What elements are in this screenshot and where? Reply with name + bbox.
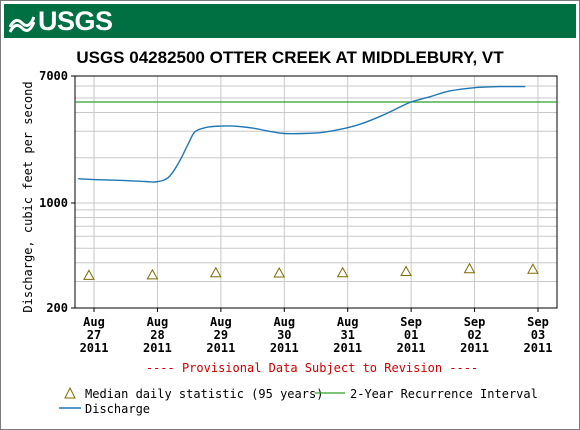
x-tick-label: 2011 <box>270 341 299 355</box>
chart-title: USGS 04282500 OTTER CREEK AT MIDDLEBURY,… <box>76 48 504 67</box>
plot-area <box>74 75 558 309</box>
provisional-note: ---- Provisional Data Subject to Revisio… <box>146 361 478 375</box>
x-tick-labels: Aug272011Aug282011Aug292011Aug302011Aug3… <box>80 308 553 355</box>
x-tick-label: Aug <box>210 315 232 329</box>
x-tick-label: 29 <box>214 328 228 342</box>
legend: Median daily statistic (95 years) 2-Year… <box>59 386 538 416</box>
x-tick-label: Aug <box>147 315 169 329</box>
x-tick-label: 2011 <box>397 341 426 355</box>
grid <box>75 76 557 308</box>
y-tick-label: 1000 <box>39 196 68 210</box>
x-tick-label: 2011 <box>80 341 109 355</box>
median-point <box>336 266 349 278</box>
usgs-banner: USGS <box>4 4 576 38</box>
x-tick-label: 2011 <box>333 341 362 355</box>
x-tick-label: 27 <box>87 328 101 342</box>
x-tick-label: 2011 <box>206 341 235 355</box>
y-tick-label: 7000 <box>39 69 68 83</box>
legend-recurrence-label: 2-Year Recurrence Interval <box>350 387 538 401</box>
median-point <box>400 265 412 276</box>
x-tick-label: 03 <box>531 328 545 342</box>
usgs-logo-icon <box>9 16 35 33</box>
legend-median-triangle-icon <box>64 386 76 399</box>
median-point <box>463 262 476 274</box>
x-tick-label: Aug <box>273 315 295 329</box>
usgs-logo-text: USGS <box>38 6 113 36</box>
legend-median-label: Median daily statistic (95 years) <box>85 387 323 401</box>
y-tick-labels: 200 1000 7000 <box>39 69 75 315</box>
legend-discharge-label: Discharge <box>85 402 150 416</box>
y-tick-label: 200 <box>46 301 68 315</box>
discharge-layer <box>78 85 526 183</box>
x-tick-label: 30 <box>277 328 291 342</box>
median-point <box>83 269 95 280</box>
discharge-line <box>78 85 526 183</box>
x-tick-label: 01 <box>404 328 418 342</box>
median-point <box>209 266 222 278</box>
median-point <box>527 263 539 274</box>
x-tick-label: 2011 <box>460 341 489 355</box>
y-axis-label: Discharge, cubic feet per second <box>21 81 35 312</box>
x-tick-label: 2011 <box>524 341 553 355</box>
median-point <box>273 266 286 278</box>
x-tick-label: Aug <box>83 315 105 329</box>
median-layer <box>83 262 539 280</box>
x-tick-label: Sep <box>527 315 549 329</box>
median-point <box>146 268 159 280</box>
x-tick-label: Aug <box>337 315 359 329</box>
x-tick-label: 02 <box>467 328 481 342</box>
x-tick-label: 28 <box>150 328 164 342</box>
x-tick-label: Sep <box>464 315 486 329</box>
x-tick-label: 2011 <box>143 341 172 355</box>
x-tick-label: 31 <box>340 328 354 342</box>
x-tick-label: Sep <box>400 315 422 329</box>
